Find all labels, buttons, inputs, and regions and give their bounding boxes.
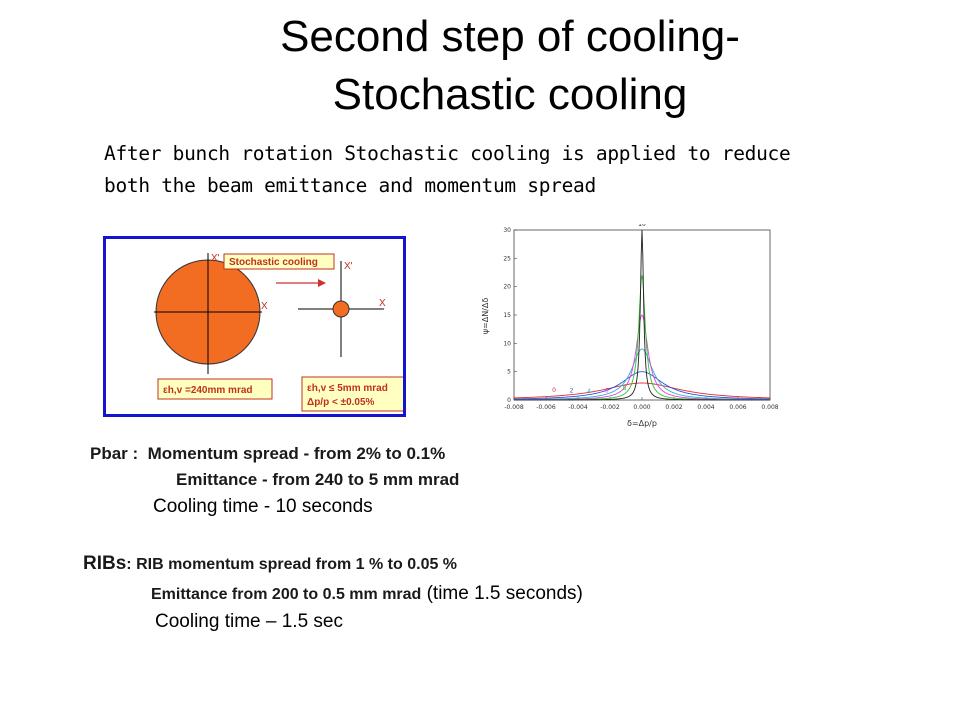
axis-xprime-left-label: X' [211, 253, 220, 264]
x-tick-label: -0.006 [536, 404, 556, 411]
series-line-10 [514, 229, 770, 401]
ribs-cooling-time: Cooling time – 1.5 sec [155, 611, 343, 632]
ribs-line-1: RIBs: RIB momentum spread from 1 % to 0.… [83, 553, 457, 575]
intro-text: After bunch rotation Stochastic cooling … [104, 138, 904, 202]
pbar-line-1: Pbar : Momentum spread - from 2% to 0.1% [90, 444, 445, 464]
momentum-distribution-chart: -0.008 -0.006 -0.004 -0.002 0.000 0.002 0.004 0… [481, 224, 778, 428]
process-label-box [223, 253, 335, 270]
curve-label-2: 2 [570, 388, 574, 395]
axis-xprime-right-label: X' [344, 261, 353, 272]
beam-after-circle [332, 300, 350, 318]
cooling-arrow-head [318, 279, 326, 287]
curve-label-4: 4 [587, 388, 591, 395]
y-tick-label: 10 [503, 340, 511, 347]
x-tick-label: 0.008 [761, 404, 778, 411]
curve-label-0: 0 [552, 387, 556, 394]
ribs-momentum: : RIB momentum spread from 1 % to 0.05 % [126, 556, 458, 573]
y-tick-label: 0 [507, 397, 511, 404]
process-label: Stochastic cooling [229, 257, 318, 268]
x-tick-label: -0.002 [600, 404, 620, 411]
series-line-2 [513, 371, 771, 400]
ribs-label: RIBs [83, 553, 127, 574]
ribs-emittance-time: (time 1.5 seconds) [421, 583, 583, 604]
x-tick-label: -0.004 [568, 404, 588, 411]
phase-space-diagram: X' X Stochastic cooling X' X εh,v =240mm… [103, 236, 406, 417]
series-line-4 [513, 348, 771, 400]
x-tick-label: -0.008 [504, 404, 524, 411]
x-tick-label: 0.002 [665, 404, 682, 411]
after-emittance-box [301, 376, 403, 412]
y-tick-label: 15 [503, 312, 511, 319]
y-tick-label: 25 [503, 255, 511, 262]
title-line-2: Stochastic cooling [332, 70, 688, 119]
x-tick-label: 0.000 [633, 404, 650, 411]
after-emittance-label-1: εh,v ≤ 5mm mrad [307, 383, 388, 394]
page-title: Second step of cooling- Stochastic cooli… [150, 8, 870, 124]
phase-space-svg: X' X Stochastic cooling X' X εh,v =240mm… [154, 253, 403, 412]
x-axis-label: δ=Δp/p [627, 419, 657, 428]
ribs-emittance: Emittance from 200 to 0.5 mm mrad [151, 586, 422, 603]
x-tick-label: 0.006 [729, 404, 746, 411]
title-line-1: Second step of cooling- [280, 12, 740, 61]
pbar-label: Pbar : [90, 444, 139, 463]
curve-label-8: 8 [622, 385, 626, 392]
curve-label-6: 6 [605, 388, 609, 395]
series-group: 0 2 4 6 8 10 [513, 224, 771, 401]
intro-line-1: After bunch rotation Stochastic cooling … [104, 142, 791, 165]
after-emittance-label-2: Δp/p < ±0.05% [307, 397, 375, 408]
pbar-momentum: Momentum spread - from 2% to 0.1% [147, 444, 446, 463]
y-tick-label: 20 [503, 284, 511, 291]
y-tick-label: 5 [507, 369, 511, 376]
intro-line-2: both the beam emittance and momentum spr… [104, 174, 596, 197]
curve-label-10: 10 [638, 224, 646, 228]
pbar-cooling-time: Cooling time - 10 seconds [153, 496, 373, 517]
before-emittance-box [157, 378, 273, 400]
axis-x-right-label: X [379, 298, 386, 309]
axis-x-left-label: X [261, 301, 268, 312]
y-tick-label: 30 [503, 227, 511, 234]
series-line-0 [513, 382, 771, 399]
pbar-emittance: Emittance - from 240 to 5 mm mrad [176, 470, 460, 489]
before-emittance-label: εh,v =240mm mrad [163, 385, 253, 396]
ribs-line-2: Emittance from 200 to 0.5 mm mrad (time … [151, 583, 583, 605]
x-tick-label: 0.004 [697, 404, 714, 411]
y-axis-label: ψ=ΔN/Δδ [481, 298, 490, 335]
